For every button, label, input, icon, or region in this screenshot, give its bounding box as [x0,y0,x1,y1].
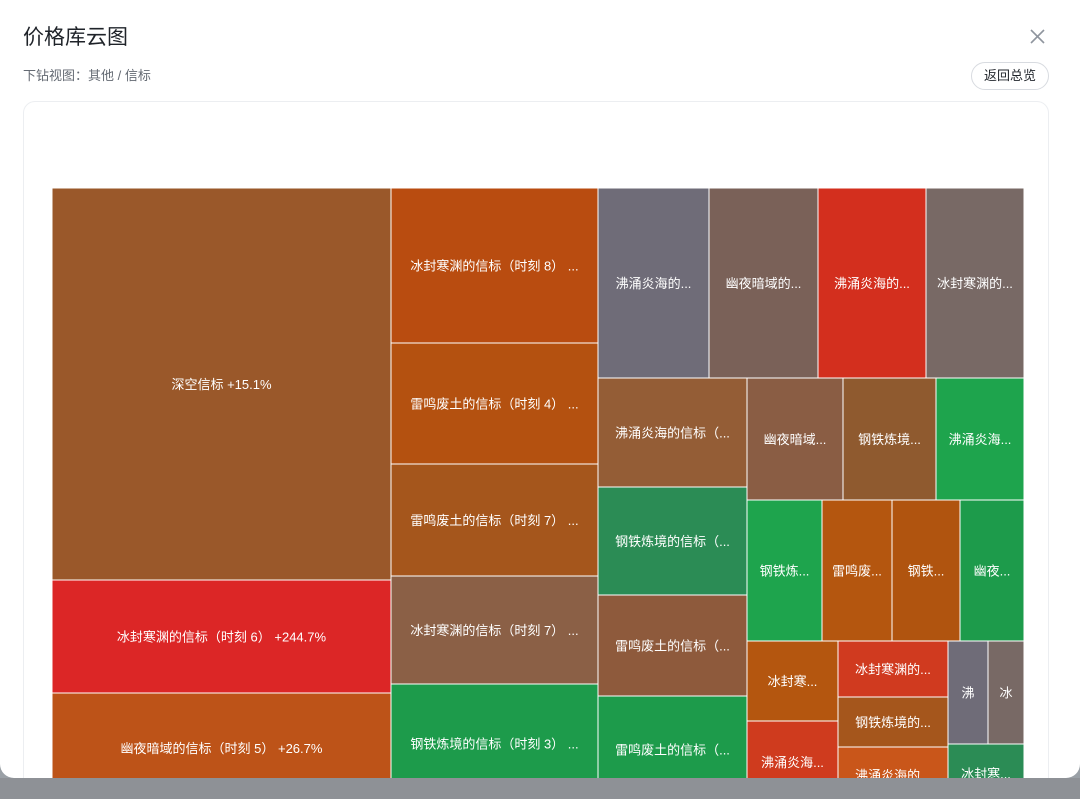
treemap-cell-label: 沸涌炎海的... [855,768,931,778]
treemap-cell-label: 雷鸣废土的信标（时刻 4） ... [410,397,578,412]
treemap-cell-rect[interactable] [746,499,823,642]
treemap-cell-rect[interactable] [817,187,927,379]
treemap-cell[interactable]: 幽夜暗域... [746,377,844,501]
treemap-cell-label: 深空信标 +15.1% [171,377,272,392]
treemap-cell-rect[interactable] [947,640,989,745]
treemap-cell[interactable]: 钢铁炼境的信标（时刻 3） ... [390,683,599,778]
treemap-cell-label: 冰封寒渊的信标（时刻 7） ... [410,623,578,638]
treemap-cell-label: 钢铁炼... [760,564,810,579]
treemap-cell[interactable]: 幽夜暗域的... [708,187,819,379]
treemap-cell[interactable]: 沸涌炎海的... [837,746,949,778]
treemap-cell-label: 钢铁炼境的... [855,715,931,730]
treemap-cell-label: 幽夜... [974,564,1011,579]
treemap-cell[interactable]: 雷鸣废土的信标（... [597,594,748,697]
treemap-cell-label: 雷鸣废土的信标（... [615,743,730,758]
close-icon [1030,29,1045,44]
treemap-cell-rect[interactable] [51,579,392,694]
treemap-cell-rect[interactable] [987,640,1025,745]
treemap-cell-label: 沸涌炎海... [761,755,824,770]
treemap-cell[interactable]: 钢铁炼境... [842,377,937,501]
treemap-cell-label: 幽夜暗域的信标（时刻 5） +26.7% [121,741,323,756]
treemap-cell-label: 雷鸣废土的信标（时刻 7） ... [410,513,578,528]
treemap-cell-label: 冰封寒渊的信标（时刻 8） ... [410,259,578,274]
treemap-cell-label: 冰封寒... [768,674,818,689]
chart-dialog: 价格库云图 下钻视图：其他 / 信标 返回总览 深空信标 +15.1% 冰封寒渊的… [0,0,1080,778]
treemap-cell-rect[interactable] [935,377,1025,501]
treemap-cell-rect[interactable] [837,746,949,778]
treemap-cell[interactable]: 冰封寒渊的信标（时刻 7） ... [390,575,599,685]
treemap-chart: 深空信标 +15.1% 冰封寒渊的信标（时刻 6） +244.7% 幽夜暗域的信标（… [51,187,1025,779]
treemap-cell-rect[interactable] [390,342,599,465]
breadcrumb: 下钻视图：其他 / 信标 [23,68,151,83]
treemap-cell[interactable]: 冰封寒渊的信标（时刻 6） +244.7% [51,579,392,694]
treemap-cell[interactable]: 冰封寒渊的... [925,187,1025,379]
treemap-cell[interactable]: 深空信标 +15.1% [51,187,392,581]
treemap-cell-rect[interactable] [597,486,748,596]
close-button[interactable] [1024,22,1052,50]
treemap-cell-label: 沸涌炎海的... [616,276,692,291]
treemap-cell-rect[interactable] [842,377,937,501]
treemap-cell-label: 幽夜暗域的... [726,276,802,291]
treemap-cell-label: 钢铁炼境的信标（时刻 3） ... [410,737,578,752]
treemap-cell-rect[interactable] [597,377,748,488]
treemap-cell-label: 沸 [961,686,974,701]
treemap-cell-rect[interactable] [947,743,1025,778]
treemap-cell-rect[interactable] [746,640,839,722]
treemap-cell-label: 钢铁... [908,564,945,579]
treemap-cell[interactable]: 雷鸣废土的信标（时刻 7） ... [390,463,599,577]
treemap-cell[interactable]: 冰封寒渊的信标（时刻 8） ... [390,187,599,344]
treemap-cell-rect[interactable] [390,575,599,685]
treemap-cell[interactable]: 沸涌炎海的... [817,187,927,379]
treemap-cell-rect[interactable] [837,640,949,698]
treemap-cell[interactable]: 冰封寒... [746,640,839,722]
treemap-cell[interactable]: 钢铁炼... [746,499,823,642]
treemap-cell-label: 雷鸣废土的信标（... [615,639,730,654]
treemap-cell-rect[interactable] [597,594,748,697]
treemap-cell[interactable]: 沸涌炎海的... [597,187,710,379]
treemap-cell-label: 沸涌炎海... [949,432,1012,447]
treemap-cell-rect[interactable] [51,692,392,778]
treemap-cell[interactable]: 雷鸣废土的信标（时刻 4） ... [390,342,599,465]
treemap-cell[interactable]: 幽夜... [959,499,1025,642]
chart-panel: 深空信标 +15.1% 冰封寒渊的信标（时刻 6） +244.7% 幽夜暗域的信标（… [23,101,1049,778]
treemap-cell[interactable]: 冰封寒渊的... [837,640,949,698]
treemap-cell-label: 冰封寒渊的信标（时刻 6） +244.7% [117,630,327,645]
treemap-cell-rect[interactable] [708,187,819,379]
treemap-cell-label: 雷鸣废... [832,564,882,579]
treemap-cell[interactable]: 沸涌炎海的信标（... [597,377,748,488]
treemap-cell-label: 钢铁炼境的信标（... [615,534,730,549]
treemap-cell-label: 沸涌炎海的信标（... [615,426,730,441]
treemap-cell[interactable]: 沸 [947,640,989,745]
treemap-cell-rect[interactable] [390,683,599,778]
back-to-overview-button[interactable]: 返回总览 [971,62,1049,90]
treemap-cell[interactable]: 冰 [987,640,1025,745]
treemap-cell-label: 冰封寒... [961,767,1011,779]
treemap-cell-label: 冰封寒渊的... [937,276,1013,291]
treemap-cell[interactable]: 雷鸣废... [821,499,893,642]
treemap-cell[interactable]: 幽夜暗域的信标（时刻 5） +26.7% [51,692,392,778]
treemap-cell[interactable]: 雷鸣废土的信标（... [597,695,748,778]
treemap-cell[interactable]: 钢铁炼境的... [837,696,949,748]
treemap-cell-rect[interactable] [597,187,710,379]
treemap-cell-rect[interactable] [597,695,748,778]
treemap-cell-rect[interactable] [821,499,893,642]
treemap-cell-rect[interactable] [51,187,392,581]
treemap-cell-rect[interactable] [390,187,599,344]
treemap-cell[interactable]: 钢铁炼境的信标（... [597,486,748,596]
treemap-cell[interactable]: 冰封寒... [947,743,1025,779]
treemap-cell-label: 冰封寒渊的... [855,662,931,677]
treemap-cell-rect[interactable] [925,187,1025,379]
treemap-cell-rect[interactable] [959,499,1025,642]
treemap-cell[interactable]: 沸涌炎海... [935,377,1025,501]
treemap-cell-label: 冰 [999,686,1012,701]
treemap-cell-label: 沸涌炎海的... [834,276,910,291]
backdrop [0,778,1080,799]
treemap-cell[interactable]: 钢铁... [891,499,961,642]
treemap-cell[interactable]: 沸涌炎海... [746,720,839,778]
dialog-title: 价格库云图 [23,26,128,49]
treemap-cell-rect[interactable] [746,720,839,778]
treemap-cell-label: 钢铁炼境... [858,432,921,447]
treemap-cell-rect[interactable] [746,377,844,501]
treemap-cell-label: 幽夜暗域... [764,432,827,447]
